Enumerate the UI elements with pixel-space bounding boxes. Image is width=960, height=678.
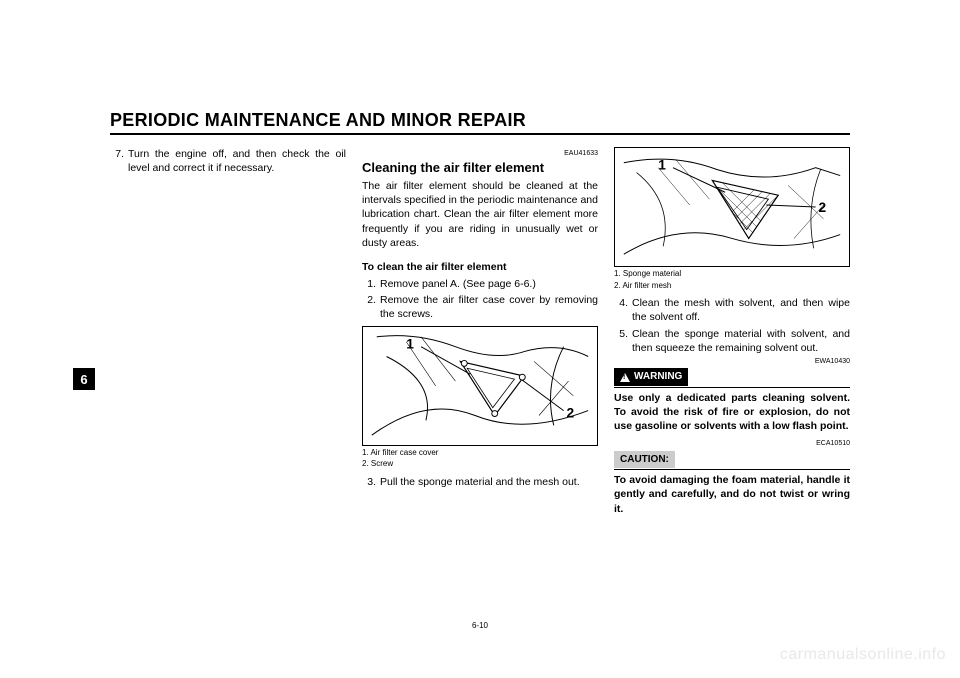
callout-2-label: 2: [567, 405, 575, 420]
columns: 7. Turn the engine off, and then check t…: [110, 147, 850, 516]
caution-badge: CAUTION:: [614, 451, 675, 469]
step-4: 4. Clean the mesh with solvent, and then…: [614, 296, 850, 324]
figure-1: 1 2: [362, 326, 598, 446]
caution-heading: CAUTION:: [614, 451, 850, 471]
step-number: 2.: [362, 293, 380, 321]
page-content: PERIODIC MAINTENANCE AND MINOR REPAIR 7.…: [110, 110, 850, 516]
step-text: Clean the mesh with solvent, and then wi…: [632, 296, 850, 324]
ref-code: EAU41633: [362, 149, 598, 158]
figure-1-caption-2: 2. Screw: [362, 459, 598, 469]
step-number: 1.: [362, 277, 380, 291]
column-1: 7. Turn the engine off, and then check t…: [110, 147, 346, 516]
warning-label: WARNING: [634, 370, 682, 384]
watermark: carmanualsonline.info: [780, 646, 946, 664]
svg-text:2: 2: [819, 200, 827, 215]
figure-2-caption-2: 2. Air filter mesh: [614, 281, 850, 291]
step-text: Remove panel A. (See page 6-6.): [380, 277, 598, 291]
column-2: EAU41633 Cleaning the air filter element…: [362, 147, 598, 516]
figure-1-caption-1: 1. Air filter case cover: [362, 448, 598, 458]
svg-text:1: 1: [658, 158, 666, 173]
step-1: 1. Remove panel A. (See page 6-6.): [362, 277, 598, 291]
step-number: 7.: [110, 147, 128, 175]
step-3: 3. Pull the sponge material and the mesh…: [362, 475, 598, 489]
warning-icon: [620, 373, 630, 382]
warning-heading: WARNING: [614, 368, 850, 388]
page-title: PERIODIC MAINTENANCE AND MINOR REPAIR: [110, 110, 850, 135]
figure-2-caption-1: 1. Sponge material: [614, 269, 850, 279]
callout-1-label: 1: [406, 336, 414, 351]
step-number: 5.: [614, 327, 632, 355]
step-text: Clean the sponge material with solvent, …: [632, 327, 850, 355]
step-5: 5. Clean the sponge material with solven…: [614, 327, 850, 355]
caution-text: To avoid damaging the foam material, han…: [614, 473, 850, 516]
column-3: 1 2 1. Sponge material 2. Air filter mes…: [614, 147, 850, 516]
step-number: 4.: [614, 296, 632, 324]
step-text: Remove the air filter case cover by remo…: [380, 293, 598, 321]
ref-code: EWA10430: [614, 357, 850, 366]
step-text: Pull the sponge material and the mesh ou…: [380, 475, 598, 489]
ref-code: ECA10510: [614, 439, 850, 448]
step-7: 7. Turn the engine off, and then check t…: [110, 147, 346, 175]
step-2: 2. Remove the air filter case cover by r…: [362, 293, 598, 321]
step-text: Turn the engine off, and then check the …: [128, 147, 346, 175]
section-tab: 6: [73, 368, 95, 390]
page-number: 6-10: [0, 621, 960, 630]
figure-2: 1 2: [614, 147, 850, 267]
warning-text: Use only a dedicated parts cleaning solv…: [614, 391, 850, 434]
warning-badge: WARNING: [614, 368, 688, 386]
intro-text: The air filter element should be cleaned…: [362, 179, 598, 250]
subheading: To clean the air filter element: [362, 260, 598, 274]
step-number: 3.: [362, 475, 380, 489]
section-heading: Cleaning the air filter element: [362, 159, 598, 177]
